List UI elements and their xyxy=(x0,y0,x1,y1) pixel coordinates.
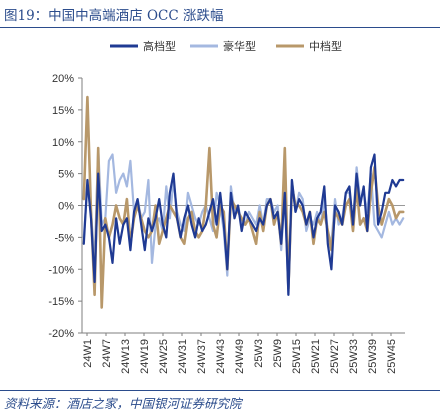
x-tick-label: 25W15 xyxy=(291,339,303,374)
source-divider xyxy=(0,390,440,391)
x-tick-label: 25W9 xyxy=(272,339,284,368)
series-layer xyxy=(82,95,405,309)
series-line-1 xyxy=(82,153,405,296)
y-tick-label: -10% xyxy=(48,264,74,276)
x-tick-label: 25W33 xyxy=(348,339,360,374)
x-tick-label: 25W3 xyxy=(253,339,265,368)
y-tick-label: -20% xyxy=(48,328,74,340)
source-note: 资料来源：酒店之家，中国银河证券研究院 xyxy=(4,396,242,411)
y-tick-label: -5% xyxy=(54,232,74,244)
y-tick-label: 15% xyxy=(52,105,74,117)
page-title: 图19：中国中高端酒店 OCC 涨跌幅 xyxy=(4,8,224,24)
y-tick-label: 20% xyxy=(52,73,74,85)
y-tick-label: 10% xyxy=(52,137,74,149)
x-tick-label: 25W45 xyxy=(386,339,398,374)
x-tick-label: 24W43 xyxy=(215,339,227,374)
title-divider xyxy=(0,27,440,28)
legend: 高档型 豪华型 中档型 xyxy=(110,39,342,53)
x-tick-label: 24W25 xyxy=(158,339,170,374)
x-tick-label: 25W39 xyxy=(367,339,379,374)
y-tick-label: -15% xyxy=(48,296,74,308)
y-tick-label: 5% xyxy=(58,169,74,181)
x-tick-label: 24W13 xyxy=(120,339,132,374)
y-tick-label: 0% xyxy=(58,201,74,213)
x-tick-label: 24W49 xyxy=(234,339,246,374)
legend-label: 豪华型 xyxy=(223,39,256,53)
legend-label: 高档型 xyxy=(143,39,176,53)
x-tick-label: 24W37 xyxy=(196,339,208,374)
x-tick-label: 25W27 xyxy=(329,339,341,374)
x-tick-label: 24W7 xyxy=(101,339,113,368)
occ-line-chart: 高档型 豪华型 中档型 20% 15% 10% 5% 0% -5% -10% -15% -20% 2… xyxy=(48,39,405,374)
x-tick-label: 24W31 xyxy=(177,339,189,374)
x-tick-label: 25W21 xyxy=(310,339,322,374)
legend-label: 中档型 xyxy=(309,39,342,53)
x-tick-label: 24W1 xyxy=(82,339,94,368)
y-axis: 20% 15% 10% 5% 0% -5% -10% -15% -20% xyxy=(48,73,83,340)
x-tick-label: 24W19 xyxy=(139,339,151,374)
